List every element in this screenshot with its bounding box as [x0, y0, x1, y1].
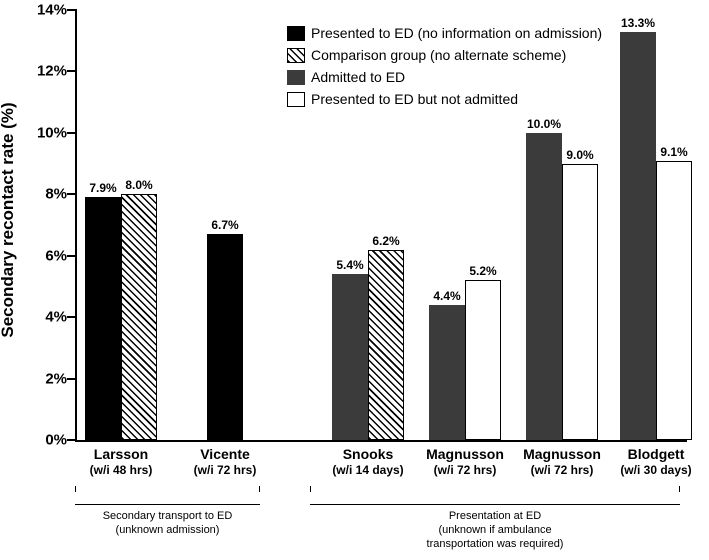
- y-tick: [67, 9, 77, 11]
- bar-value-label: 6.2%: [361, 234, 411, 248]
- x-tick-sub: (w/i 48 hrs): [71, 463, 171, 477]
- legend-item: Admitted to ED: [287, 69, 667, 85]
- y-tick-label: 6%: [17, 247, 67, 264]
- bar: [332, 274, 368, 440]
- bar: [207, 234, 243, 440]
- x-tick-label: Magnusson(w/i 72 hrs): [512, 446, 612, 477]
- legend-label: Presented to ED (no information on admis…: [311, 25, 602, 41]
- y-tick-label: 4%: [17, 309, 67, 326]
- legend-label: Admitted to ED: [311, 69, 405, 85]
- section-bracket: [75, 492, 260, 505]
- x-tick-label: Vicente(w/i 72 hrs): [175, 446, 275, 477]
- x-tick-name: Snooks: [318, 446, 418, 463]
- bar-value-label: 6.7%: [200, 218, 250, 232]
- chart-container: Secondary recontact rate (%) Presented t…: [0, 0, 709, 560]
- legend-swatch: [287, 92, 305, 107]
- legend-swatch: [287, 48, 305, 63]
- x-tick-name: Magnusson: [512, 446, 612, 463]
- y-tick: [67, 255, 77, 257]
- x-tick-sub: (w/i 14 days): [318, 463, 418, 477]
- legend-item: Comparison group (no alternate scheme): [287, 47, 667, 63]
- section-label: Secondary transport to ED(unknown admiss…: [43, 510, 293, 538]
- bar: [429, 305, 465, 440]
- y-tick-label: 2%: [17, 370, 67, 387]
- x-tick-sub: (w/i 30 days): [606, 463, 706, 477]
- y-tick-label: 0%: [17, 432, 67, 449]
- legend-label: Presented to ED but not admitted: [311, 91, 518, 107]
- x-tick-label: Blodgett(w/i 30 days): [606, 446, 706, 477]
- section-bracket: [310, 492, 680, 505]
- bar: [121, 194, 157, 440]
- y-tick: [67, 70, 77, 72]
- y-tick: [67, 439, 77, 441]
- bar: [368, 250, 404, 440]
- bar: [656, 161, 692, 441]
- bar-value-label: 9.1%: [649, 145, 699, 159]
- legend-swatch: [287, 26, 305, 41]
- bar: [562, 164, 598, 440]
- y-tick: [67, 132, 77, 134]
- bar-value-label: 13.3%: [613, 16, 663, 30]
- plot-area: Presented to ED (no information on admis…: [75, 10, 687, 442]
- y-tick-label: 14%: [17, 2, 67, 19]
- legend-label: Comparison group (no alternate scheme): [311, 47, 566, 63]
- legend-item: Presented to ED (no information on admis…: [287, 25, 667, 41]
- legend-item: Presented to ED but not admitted: [287, 91, 667, 107]
- bar-value-label: 8.0%: [114, 178, 164, 192]
- x-tick-name: Larsson: [71, 446, 171, 463]
- x-tick-name: Vicente: [175, 446, 275, 463]
- legend-swatch: [287, 70, 305, 85]
- y-tick: [67, 316, 77, 318]
- y-tick: [67, 378, 77, 380]
- y-tick: [67, 193, 77, 195]
- x-tick-label: Magnusson(w/i 72 hrs): [415, 446, 515, 477]
- y-axis-label: Secondary recontact rate (%): [0, 102, 18, 337]
- x-tick-label: Snooks(w/i 14 days): [318, 446, 418, 477]
- x-tick-label: Larsson(w/i 48 hrs): [71, 446, 171, 477]
- y-tick-label: 10%: [17, 124, 67, 141]
- legend: Presented to ED (no information on admis…: [287, 25, 667, 113]
- bar: [526, 133, 562, 440]
- bar: [620, 32, 656, 441]
- x-tick-name: Blodgett: [606, 446, 706, 463]
- y-tick-label: 12%: [17, 63, 67, 80]
- bar-value-label: 9.0%: [555, 148, 605, 162]
- bar-value-label: 10.0%: [519, 117, 569, 131]
- y-tick-label: 8%: [17, 186, 67, 203]
- x-tick-sub: (w/i 72 hrs): [175, 463, 275, 477]
- section-label: Presentation at ED(unknown if ambulancet…: [370, 510, 620, 551]
- bar-value-label: 5.2%: [458, 264, 508, 278]
- x-tick-sub: (w/i 72 hrs): [415, 463, 515, 477]
- x-tick-name: Magnusson: [415, 446, 515, 463]
- bar: [465, 280, 501, 440]
- x-tick-sub: (w/i 72 hrs): [512, 463, 612, 477]
- bar: [85, 197, 121, 440]
